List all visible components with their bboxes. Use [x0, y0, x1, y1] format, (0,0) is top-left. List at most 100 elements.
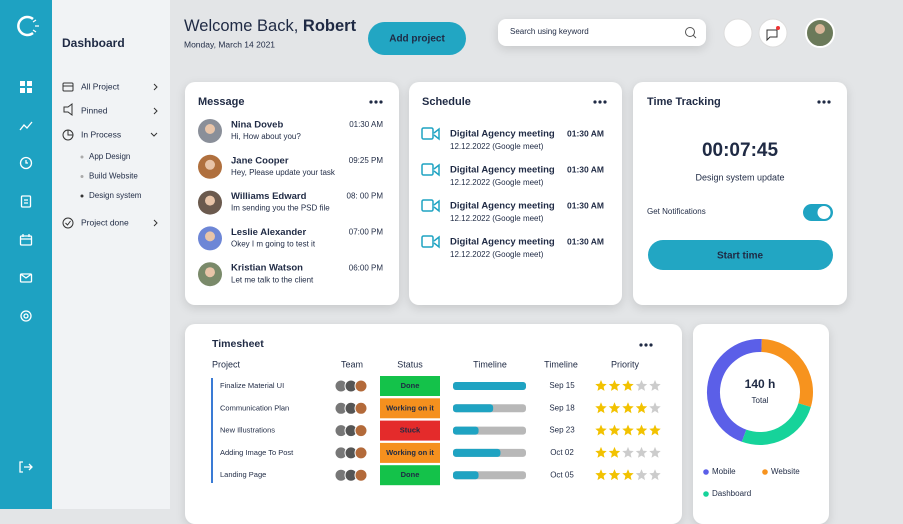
menu-title: Dashboard — [62, 36, 125, 50]
message-time: 01:30 AM — [349, 120, 383, 129]
status-box — [380, 465, 440, 486]
status-box — [380, 376, 440, 396]
search-box[interactable] — [498, 19, 706, 46]
status-box — [380, 398, 440, 419]
message-text: Hi, How about you? — [231, 132, 301, 141]
priority-star — [608, 446, 621, 458]
priority-star — [649, 469, 661, 481]
user-name: Robert — [303, 17, 357, 35]
team-avatar — [354, 401, 368, 415]
meeting-time: 01:30 AM — [567, 128, 604, 138]
notification-button[interactable] — [758, 18, 788, 48]
donut-card — [693, 324, 829, 524]
menu-icons — [62, 82, 158, 229]
add-project-label: Add project — [389, 34, 445, 45]
status-label: Working on it — [386, 403, 434, 412]
video-icon — [433, 199, 440, 213]
message-time: 09:25 PM — [349, 156, 384, 165]
priority-star — [622, 402, 634, 414]
more-dot — [379, 100, 383, 104]
column-header: Status — [397, 359, 423, 369]
priority-star — [608, 402, 621, 414]
timer: 00:07:45 — [702, 140, 778, 161]
header-icons — [685, 18, 835, 48]
menu-subitem: App Design — [89, 152, 130, 161]
priority-star — [608, 424, 621, 436]
priority-star — [608, 469, 621, 481]
more-dot — [827, 100, 831, 104]
more-dot — [822, 100, 826, 104]
legend-label: Mobile — [712, 467, 736, 476]
priority-star — [649, 446, 661, 458]
video-icon — [421, 127, 434, 140]
legend-dot — [762, 469, 768, 475]
task-name: Design system update — [695, 172, 784, 182]
add-project-button[interactable] — [368, 22, 466, 55]
avatar-face — [205, 195, 215, 206]
card-title: Message — [198, 96, 244, 108]
more-dot — [639, 343, 643, 347]
start-time-label: Start time — [717, 251, 764, 262]
avatar-face — [205, 124, 215, 134]
menu-subitem: Design system — [89, 191, 142, 200]
sub-bullet — [80, 155, 84, 159]
icon-button[interactable] — [723, 18, 753, 48]
meeting-time: 01:30 AM — [567, 200, 604, 210]
priority-star — [595, 424, 607, 436]
rail-icons — [17, 15, 39, 473]
menu-item: In Process — [81, 129, 121, 139]
progress-fill — [453, 471, 479, 480]
meeting-title: Digital Agency meeting — [450, 165, 555, 176]
priority-star — [649, 424, 661, 436]
team-avatar — [354, 468, 368, 482]
priority-star — [622, 446, 634, 458]
donut-center-label: Total — [752, 396, 769, 405]
team-avatar — [354, 446, 368, 460]
due-date: Sep 15 — [549, 381, 575, 390]
meeting-title: Digital Agency meeting — [450, 129, 555, 140]
sender-name: Williams Edward — [231, 191, 307, 202]
status-box — [380, 420, 440, 441]
legend-label: Dashboard — [712, 489, 751, 498]
card-title: Schedule — [422, 96, 471, 108]
meeting-time: 01:30 AM — [567, 236, 604, 246]
date: Monday, March 14 2021 — [184, 39, 275, 49]
sender-name: Jane Cooper — [231, 155, 289, 166]
donut-center-value: 140 h — [745, 377, 776, 391]
more-dot — [649, 343, 653, 347]
status-box — [380, 442, 440, 463]
legend-dot — [703, 469, 709, 475]
column-header: Timeline — [473, 359, 507, 369]
priority-star — [595, 446, 607, 458]
priority-star — [595, 402, 607, 414]
priority-star — [649, 402, 661, 414]
message-text: Okey I m going to test it — [231, 240, 316, 249]
avatar-face — [205, 267, 215, 278]
video-icon — [433, 163, 440, 177]
more-dot — [593, 100, 597, 104]
icon-rail — [0, 0, 52, 509]
status-label: Done — [401, 381, 420, 390]
meeting-date: 12.12.2022 (Google meet) — [450, 214, 544, 223]
sub-bullet — [80, 175, 84, 178]
team-avatar — [354, 379, 368, 393]
message-time: 06:00 PM — [349, 263, 384, 272]
status-label: Working on it — [386, 448, 434, 457]
dashboard-page: {"sidebar": {"menu_title": "Dashboard", … — [0, 0, 847, 524]
priority-star — [622, 469, 634, 481]
toggle-knob — [817, 206, 831, 219]
sender-name: Nina Doveb — [231, 120, 283, 131]
priority-star — [622, 380, 634, 391]
priority-star — [608, 380, 621, 391]
card-title: Timesheet — [212, 338, 264, 350]
menu-panel — [52, 0, 170, 509]
project-name: Adding Image To Post — [220, 448, 294, 457]
message-text: Let me talk to the client — [231, 275, 314, 284]
priority-star — [635, 424, 648, 436]
sender-name: Leslie Alexander — [231, 227, 306, 238]
priority-star — [635, 446, 648, 458]
start-time-button[interactable] — [648, 240, 833, 270]
priority-star — [635, 380, 648, 391]
video-icon — [421, 235, 434, 248]
message-text: Im sending you the PSD file — [231, 204, 330, 213]
